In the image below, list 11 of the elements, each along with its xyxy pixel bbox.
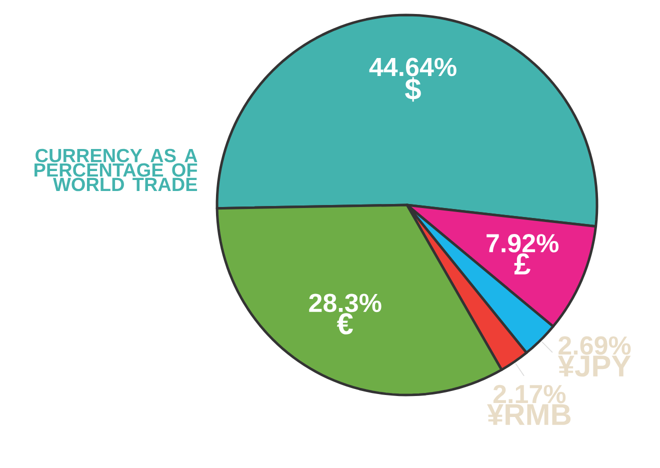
slice-label: € bbox=[336, 313, 353, 334]
slice-label: £ bbox=[514, 253, 530, 274]
data-label: 2.17% bbox=[493, 384, 566, 404]
slice-label: $ bbox=[405, 77, 421, 102]
slice-label: ¥JPY bbox=[558, 356, 631, 377]
data-label: 44.64% bbox=[369, 58, 456, 76]
data-label: 2.69% bbox=[558, 336, 631, 355]
slice-label: ¥RMB bbox=[487, 404, 571, 425]
data-label: 28.3% bbox=[309, 294, 382, 312]
text: CURRENCY AS A PERCENTAGE OF WORLD TRADE bbox=[34, 148, 198, 192]
data-label: 7.92% bbox=[486, 234, 559, 252]
